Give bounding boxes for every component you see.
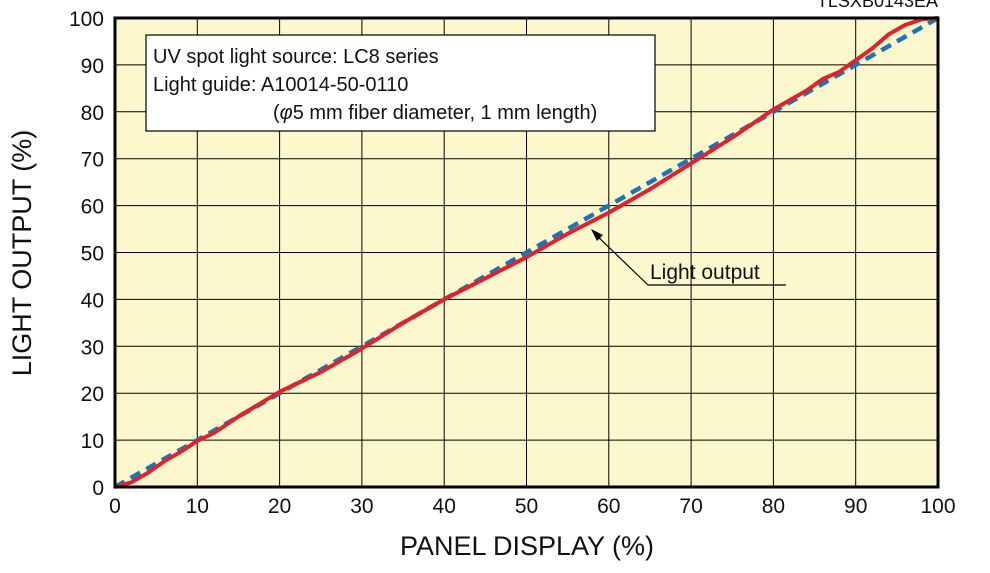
- annotation-leader: [592, 231, 649, 286]
- annotation: Light output: [591, 229, 786, 286]
- annotation-label: Light output: [650, 261, 760, 284]
- y-tick-label: 80: [81, 102, 104, 125]
- x-tick-label: 0: [109, 495, 121, 518]
- note-line-3-symbol: φ: [280, 102, 293, 124]
- x-tick-label: 60: [597, 495, 620, 518]
- x-tick-label: 100: [920, 495, 955, 518]
- light-output-line: [114, 16, 939, 489]
- y-tick-label: 30: [81, 336, 104, 359]
- y-axis-title: LIGHT OUTPUT (%): [7, 130, 37, 377]
- note-line-2: Light guide: A10014-50-0110: [153, 74, 408, 96]
- x-tick-label: 10: [186, 495, 209, 518]
- plot-frame: [113, 16, 940, 489]
- x-axis-title: PANEL DISPLAY (%): [400, 531, 654, 561]
- y-tick-label: 90: [81, 55, 104, 78]
- x-tick-label: 70: [679, 495, 702, 518]
- y-tick-label: 10: [81, 430, 104, 453]
- reference-line: [113, 16, 940, 489]
- note-box: UV spot light source: LC8 series Light g…: [145, 34, 656, 132]
- y-tick-label: 70: [81, 149, 104, 172]
- y-tick-label: 100: [69, 8, 104, 31]
- y-tick-label: 20: [81, 383, 104, 406]
- figure-code: TLSXB0143EA: [817, 0, 938, 11]
- note-box-frame: [145, 34, 656, 132]
- x-tick-label: 20: [268, 495, 291, 518]
- y-tick-label: 0: [92, 477, 104, 500]
- note-line-3-rest: 5 mm fiber diameter, 1 mm length): [293, 102, 598, 124]
- y-tick-label: 60: [81, 196, 104, 219]
- x-tick-label: 90: [844, 495, 867, 518]
- x-tick-label: 80: [762, 495, 785, 518]
- y-tick-labels: 0 10 20 30 40 50 60 70 80 90 100: [69, 8, 104, 500]
- x-tick-labels: 0 10 20 30 40 50 60 70 80 90 100: [109, 495, 955, 518]
- note-line-1: UV spot light source: LC8 series: [153, 46, 439, 68]
- note-line-3: (φ5 mm fiber diameter, 1 mm length): [273, 102, 597, 124]
- x-tick-label: 40: [433, 495, 456, 518]
- annotation-arrowhead: [591, 229, 603, 241]
- y-tick-label: 50: [81, 243, 104, 266]
- y-tick-label: 40: [81, 289, 104, 312]
- note-line-3-prefix: (: [273, 102, 280, 124]
- x-tick-label: 30: [350, 495, 373, 518]
- x-tick-label: 50: [515, 495, 538, 518]
